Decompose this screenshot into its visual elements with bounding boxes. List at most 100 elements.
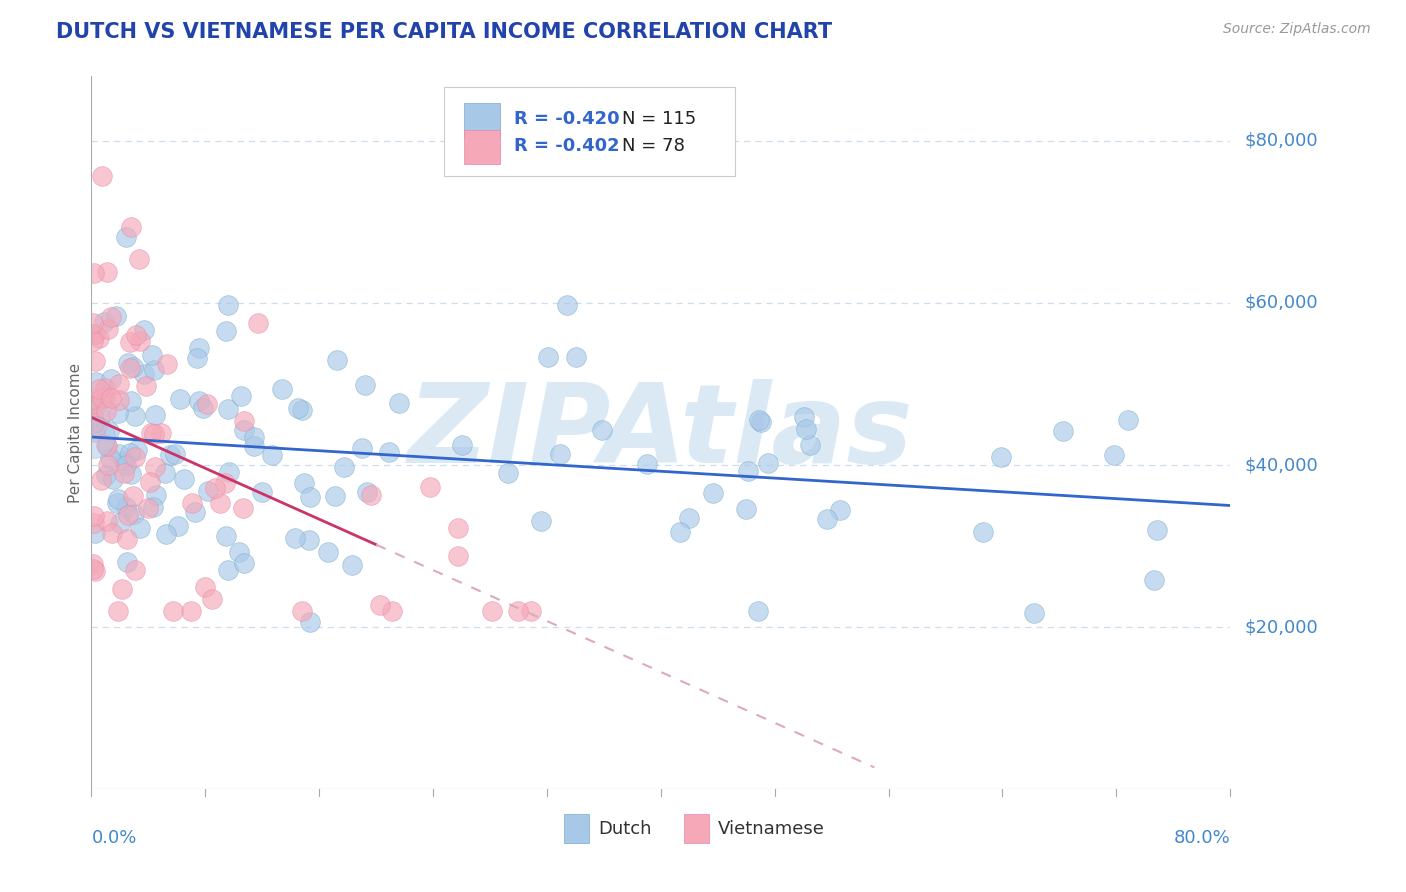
Point <box>370 598 392 612</box>
Point <box>381 604 404 618</box>
Point <box>108 393 131 408</box>
Point <box>243 439 266 453</box>
Point <box>132 323 155 337</box>
Point <box>447 521 470 535</box>
Text: N = 115: N = 115 <box>621 111 696 128</box>
Point <box>98 425 121 439</box>
Point <box>84 525 107 540</box>
Point <box>481 604 503 618</box>
Point <box>232 423 254 437</box>
Point <box>153 466 176 480</box>
Point <box>180 604 202 618</box>
Point <box>82 392 104 406</box>
Point <box>188 394 211 409</box>
Point <box>82 326 104 341</box>
Point <box>90 473 112 487</box>
Point <box>1143 573 1166 587</box>
Point <box>451 437 474 451</box>
Point <box>793 409 815 424</box>
Text: $40,000: $40,000 <box>1244 456 1317 474</box>
Point <box>107 406 129 420</box>
Point <box>794 422 817 436</box>
Point <box>1102 449 1125 463</box>
Point <box>1146 523 1168 537</box>
Point <box>112 454 135 468</box>
Point <box>84 326 107 341</box>
Text: ZIPAtlas: ZIPAtlas <box>408 379 914 486</box>
Point <box>188 341 211 355</box>
Point <box>229 389 252 403</box>
Point <box>143 459 166 474</box>
Point <box>287 401 309 416</box>
Point <box>105 496 128 510</box>
Y-axis label: Per Capita Income: Per Capita Income <box>67 362 83 503</box>
Point <box>94 382 117 396</box>
Point <box>298 615 321 630</box>
Point <box>138 475 160 489</box>
Point <box>990 450 1012 464</box>
Point <box>84 425 107 439</box>
Point <box>121 489 143 503</box>
Point <box>163 447 186 461</box>
Text: $20,000: $20,000 <box>1244 618 1317 636</box>
Point <box>98 450 121 465</box>
Point <box>142 426 165 441</box>
Point <box>217 298 239 312</box>
Point <box>356 484 378 499</box>
Point <box>377 444 399 458</box>
Bar <box>464 130 501 164</box>
Point <box>111 582 134 596</box>
Point <box>100 391 122 405</box>
Point <box>143 409 166 423</box>
Point <box>86 418 108 433</box>
Point <box>169 392 191 407</box>
Point <box>125 327 148 342</box>
Point <box>145 488 167 502</box>
Point <box>139 426 162 441</box>
Point <box>204 482 226 496</box>
Point <box>110 516 132 531</box>
Text: 80.0%: 80.0% <box>1174 829 1230 847</box>
Point <box>215 529 238 543</box>
Point <box>114 500 136 515</box>
Point <box>143 363 166 377</box>
Point <box>83 516 105 530</box>
Point <box>83 417 105 431</box>
Point <box>217 402 239 417</box>
Point <box>135 379 157 393</box>
Point <box>291 604 314 618</box>
Point <box>82 316 104 330</box>
Text: Source: ZipAtlas.com: Source: ZipAtlas.com <box>1223 22 1371 37</box>
Point <box>250 485 273 500</box>
Point <box>200 592 222 607</box>
Point <box>129 334 152 349</box>
Point <box>120 467 142 481</box>
Point <box>197 484 219 499</box>
Point <box>186 351 208 366</box>
Text: Vietnamese: Vietnamese <box>718 820 825 838</box>
Point <box>94 391 117 405</box>
Point <box>117 508 139 522</box>
Point <box>326 352 349 367</box>
Point <box>1052 424 1074 438</box>
Bar <box>564 814 589 843</box>
Point <box>155 526 177 541</box>
Point <box>555 297 578 311</box>
Point <box>125 442 148 457</box>
Point <box>107 447 129 461</box>
Point <box>298 533 321 547</box>
Point <box>748 413 770 427</box>
Point <box>112 466 135 480</box>
Point <box>115 458 138 472</box>
Point <box>537 351 560 365</box>
Point <box>159 448 181 462</box>
Point <box>214 475 236 490</box>
Point <box>520 604 543 618</box>
Point <box>118 361 141 376</box>
Point <box>702 486 724 500</box>
Point <box>530 514 553 528</box>
Point <box>87 382 110 396</box>
Point <box>496 466 519 480</box>
Point <box>353 377 375 392</box>
Point <box>419 480 441 494</box>
